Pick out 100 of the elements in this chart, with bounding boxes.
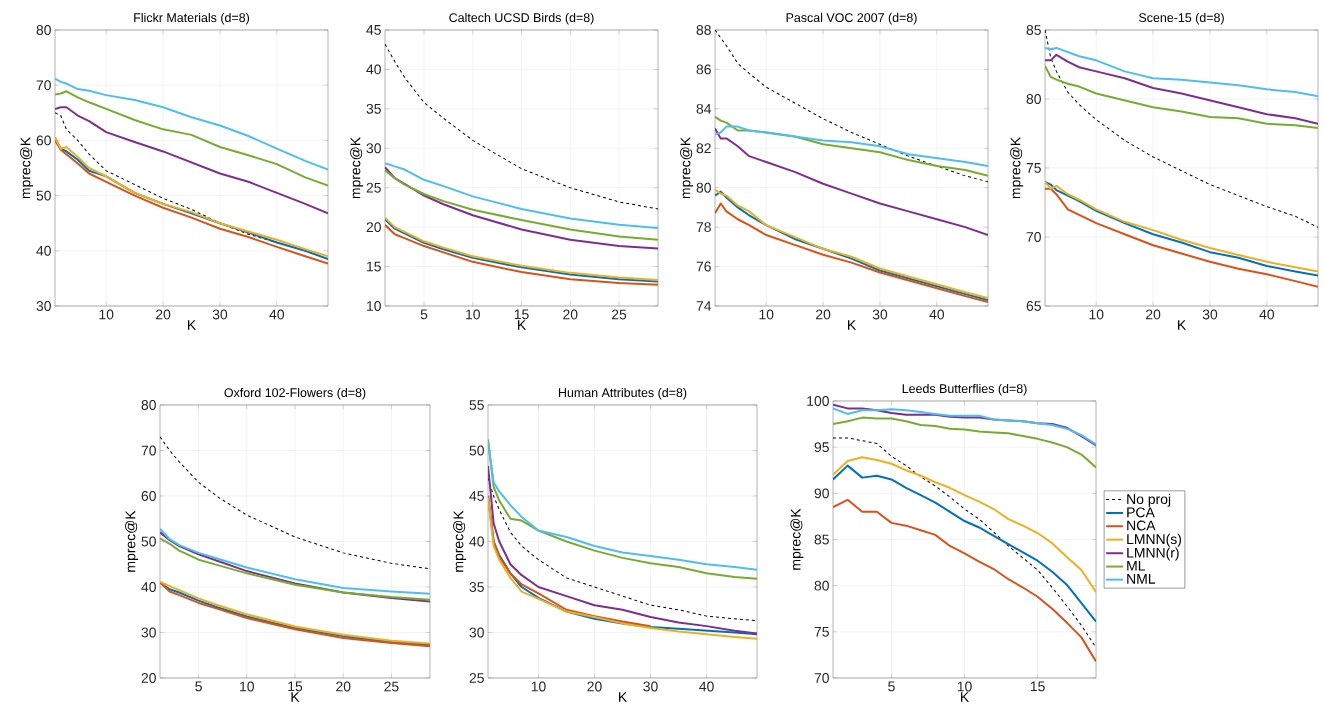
legend-label: ML xyxy=(1127,561,1146,571)
x-tick-label: 25 xyxy=(611,309,627,320)
y-tick-label: 78 xyxy=(696,222,711,233)
x-tick-label: 20 xyxy=(1146,309,1161,320)
y-tick-label: 95 xyxy=(814,442,829,453)
y-tick-label: 15 xyxy=(367,261,381,272)
x-tick-label: 30 xyxy=(872,309,888,320)
x-tick-label: 25 xyxy=(384,681,399,692)
y-axis-title: mprec@K xyxy=(125,510,139,572)
line-series xyxy=(833,456,1097,594)
chart-title: Scene-15 (d=8) xyxy=(1139,12,1224,25)
line-series xyxy=(160,436,431,570)
line-series xyxy=(833,498,1097,663)
y-tick-label: 80 xyxy=(814,580,829,591)
y-tick-label: 85 xyxy=(1026,25,1041,35)
y-tick-label: 90 xyxy=(814,488,829,499)
legend-label: LMNN(s) xyxy=(1127,533,1182,547)
y-tick-label: 100 xyxy=(807,396,829,406)
y-tick-label: 85 xyxy=(814,534,829,545)
y-tick-label: 80 xyxy=(36,25,51,35)
line-series xyxy=(385,162,659,229)
x-tick-label: 10 xyxy=(1089,309,1104,320)
y-axis-title: mprec@K xyxy=(350,137,364,199)
y-tick-label: 40 xyxy=(366,64,381,75)
x-tick-label: 10 xyxy=(759,309,774,320)
y-tick-label: 45 xyxy=(469,491,484,501)
y-tick-label: 82 xyxy=(696,143,711,154)
y-tick-label: 30 xyxy=(469,627,484,638)
y-axis-title: mprec@K xyxy=(20,137,34,199)
y-tick-label: 50 xyxy=(141,536,156,547)
x-axis-title: K xyxy=(961,692,970,702)
line-series xyxy=(715,127,989,237)
x-tick-label: 20 xyxy=(563,309,578,320)
line-series xyxy=(1045,187,1319,288)
line-series xyxy=(55,90,329,187)
y-tick-label: 75 xyxy=(814,626,829,637)
y-tick-label: 75 xyxy=(1026,163,1041,173)
chart-title: Oxford 102-Flowers (d=8) xyxy=(224,387,366,400)
y-tick-label: 55 xyxy=(469,400,484,410)
y-axis-title: mprec@K xyxy=(453,510,467,572)
x-tick-label: 40 xyxy=(929,309,945,320)
x-tick-label: 5 xyxy=(888,681,895,692)
y-tick-label: 70 xyxy=(36,80,51,91)
y-tick-label: 30 xyxy=(36,301,51,311)
y-tick-label: 30 xyxy=(366,143,381,154)
chart-title: Caltech UCSD Birds (d=8) xyxy=(449,12,594,25)
y-axis-title: mprec@K xyxy=(1010,137,1024,199)
x-tick-label: 30 xyxy=(212,309,228,320)
y-tick-label: 40 xyxy=(36,245,51,256)
y-tick-label: 84 xyxy=(696,103,712,114)
legend-label: NML xyxy=(1127,574,1156,584)
y-tick-label: 76 xyxy=(696,261,711,272)
line-series xyxy=(1045,29,1319,228)
y-tick-label: 10 xyxy=(367,301,381,311)
y-tick-label: 88 xyxy=(696,25,711,35)
x-tick-label: 10 xyxy=(99,309,114,320)
line-series xyxy=(55,77,329,171)
x-tick-label: 5 xyxy=(195,681,202,692)
y-tick-label: 35 xyxy=(366,103,381,114)
y-tick-label: 86 xyxy=(696,64,711,75)
x-tick-label: 5 xyxy=(420,309,428,320)
x-tick-label: 20 xyxy=(587,681,602,692)
y-tick-label: 65 xyxy=(1026,301,1041,311)
x-tick-label: 40 xyxy=(1259,309,1275,320)
x-tick-label: 30 xyxy=(1202,309,1218,320)
line-series xyxy=(833,464,1097,623)
x-axis-title: K xyxy=(1178,320,1187,330)
legend-label: LMNN(r) xyxy=(1127,547,1179,561)
line-series xyxy=(385,43,659,210)
x-axis-title: K xyxy=(848,320,857,330)
x-axis-title: K xyxy=(187,320,197,330)
line-series xyxy=(160,527,431,595)
y-tick-label: 50 xyxy=(469,445,484,456)
legend-label: NCA xyxy=(1127,520,1156,531)
x-axis-title: K xyxy=(291,692,300,702)
x-axis-title: K xyxy=(518,320,527,330)
x-tick-label: 20 xyxy=(156,309,171,320)
x-tick-label: 15 xyxy=(288,681,303,692)
y-tick-label: 40 xyxy=(469,536,484,547)
y-tick-label: 60 xyxy=(36,135,51,146)
y-tick-label: 60 xyxy=(141,491,156,501)
x-tick-label: 20 xyxy=(336,681,351,692)
y-tick-label: 30 xyxy=(141,627,156,638)
y-tick-label: 80 xyxy=(141,400,156,410)
x-tick-label: 10 xyxy=(957,681,972,692)
chart-title: Flickr Materials (d=8) xyxy=(134,12,250,25)
y-tick-label: 25 xyxy=(469,673,484,683)
chart-title: Pascal VOC 2007 (d=8) xyxy=(786,12,917,25)
y-tick-label: 70 xyxy=(1026,232,1041,242)
y-tick-label: 70 xyxy=(141,445,156,456)
y-tick-label: 40 xyxy=(141,582,156,592)
y-axis-title: mprec@K xyxy=(790,508,804,570)
x-tick-label: 10 xyxy=(531,681,546,692)
y-tick-label: 20 xyxy=(366,222,381,233)
y-tick-label: 50 xyxy=(36,190,51,201)
legend-label: PCA xyxy=(1127,507,1155,518)
y-tick-label: 35 xyxy=(469,582,484,592)
legend-label: No proj xyxy=(1127,493,1171,507)
x-tick-label: 40 xyxy=(269,309,285,320)
y-tick-label: 70 xyxy=(814,673,829,683)
